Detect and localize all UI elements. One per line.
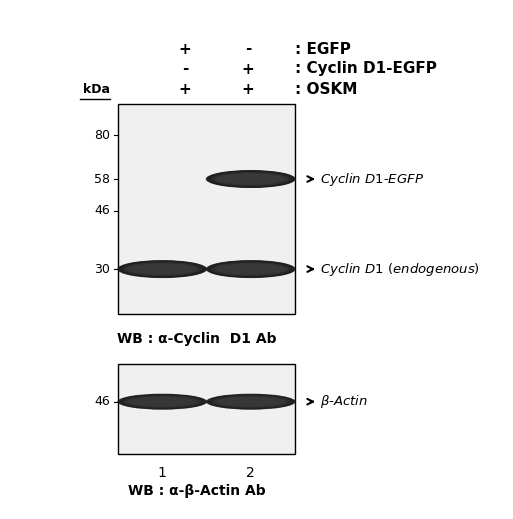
- Text: 1: 1: [158, 466, 167, 480]
- Text: -: -: [182, 61, 188, 76]
- Ellipse shape: [123, 395, 202, 408]
- Ellipse shape: [216, 397, 285, 406]
- Ellipse shape: [213, 263, 288, 276]
- Ellipse shape: [119, 261, 205, 278]
- Ellipse shape: [208, 394, 294, 409]
- Text: kDa: kDa: [83, 83, 110, 96]
- Ellipse shape: [215, 397, 286, 407]
- Ellipse shape: [124, 395, 201, 407]
- Ellipse shape: [117, 260, 207, 278]
- Ellipse shape: [214, 173, 287, 185]
- Ellipse shape: [122, 262, 203, 277]
- Text: 30: 30: [94, 263, 110, 276]
- Text: 58: 58: [94, 172, 110, 185]
- Ellipse shape: [215, 263, 286, 275]
- Ellipse shape: [125, 263, 200, 276]
- Ellipse shape: [122, 395, 203, 408]
- Ellipse shape: [117, 394, 207, 409]
- Ellipse shape: [206, 170, 296, 188]
- Ellipse shape: [219, 174, 283, 184]
- Ellipse shape: [130, 264, 195, 274]
- Ellipse shape: [119, 394, 205, 409]
- Ellipse shape: [128, 264, 196, 275]
- Text: $\it{\beta}$-$\it{Actin}$: $\it{\beta}$-$\it{Actin}$: [320, 393, 368, 410]
- Text: WB : α-Cyclin  D1 Ab: WB : α-Cyclin D1 Ab: [117, 332, 276, 346]
- Ellipse shape: [207, 394, 295, 409]
- Ellipse shape: [124, 262, 201, 276]
- Ellipse shape: [210, 262, 292, 277]
- Text: +: +: [179, 42, 191, 57]
- Ellipse shape: [218, 174, 284, 184]
- Ellipse shape: [213, 173, 288, 185]
- Ellipse shape: [215, 173, 286, 185]
- Ellipse shape: [126, 396, 199, 407]
- Ellipse shape: [121, 262, 203, 277]
- Ellipse shape: [210, 395, 292, 408]
- Ellipse shape: [121, 395, 203, 408]
- Ellipse shape: [212, 262, 289, 276]
- Ellipse shape: [118, 261, 206, 278]
- Ellipse shape: [216, 173, 285, 184]
- Ellipse shape: [126, 263, 199, 275]
- Text: 2: 2: [246, 466, 255, 480]
- Ellipse shape: [211, 262, 290, 276]
- Ellipse shape: [130, 398, 195, 406]
- Ellipse shape: [209, 171, 293, 187]
- Text: $\it{Cyclin\ D1}$-$\it{EGFP}$: $\it{Cyclin\ D1}$-$\it{EGFP}$: [320, 171, 424, 187]
- Ellipse shape: [209, 394, 293, 409]
- Text: 80: 80: [94, 129, 110, 142]
- Ellipse shape: [219, 264, 283, 274]
- Ellipse shape: [207, 170, 295, 188]
- Text: +: +: [179, 81, 191, 97]
- Ellipse shape: [120, 394, 204, 409]
- Ellipse shape: [214, 263, 287, 275]
- Ellipse shape: [212, 172, 289, 186]
- Ellipse shape: [210, 395, 291, 408]
- Bar: [118, 104, 295, 314]
- Ellipse shape: [123, 262, 202, 276]
- Ellipse shape: [208, 261, 294, 278]
- Ellipse shape: [218, 264, 284, 274]
- Text: : OSKM: : OSKM: [295, 81, 358, 97]
- Ellipse shape: [206, 260, 296, 278]
- Bar: [118, 364, 295, 454]
- Ellipse shape: [127, 397, 198, 407]
- Ellipse shape: [210, 172, 291, 186]
- Ellipse shape: [208, 171, 294, 187]
- Ellipse shape: [210, 262, 291, 277]
- Ellipse shape: [129, 264, 195, 274]
- Text: 46: 46: [94, 395, 110, 408]
- Ellipse shape: [129, 397, 195, 406]
- Ellipse shape: [213, 396, 288, 407]
- Ellipse shape: [206, 394, 296, 409]
- Text: : Cyclin D1-EGFP: : Cyclin D1-EGFP: [295, 61, 437, 76]
- Ellipse shape: [218, 397, 284, 406]
- Ellipse shape: [214, 396, 287, 407]
- Ellipse shape: [219, 398, 283, 406]
- Ellipse shape: [127, 263, 198, 275]
- Ellipse shape: [128, 397, 196, 406]
- Text: 46: 46: [94, 204, 110, 217]
- Ellipse shape: [209, 261, 293, 277]
- Text: -: -: [245, 42, 251, 57]
- Ellipse shape: [120, 261, 204, 277]
- Ellipse shape: [212, 395, 289, 407]
- Ellipse shape: [207, 261, 295, 278]
- Ellipse shape: [118, 394, 206, 409]
- Ellipse shape: [210, 171, 292, 187]
- Text: +: +: [242, 61, 254, 76]
- Ellipse shape: [216, 264, 285, 275]
- Ellipse shape: [125, 396, 200, 407]
- Text: $\it{Cyclin\ D1\ (endogenous)}$: $\it{Cyclin\ D1\ (endogenous)}$: [320, 261, 480, 278]
- Ellipse shape: [211, 172, 290, 186]
- Text: WB : α-β-Actin Ab: WB : α-β-Actin Ab: [128, 484, 265, 498]
- Text: : EGFP: : EGFP: [295, 42, 351, 57]
- Ellipse shape: [211, 395, 290, 408]
- Text: +: +: [242, 81, 254, 97]
